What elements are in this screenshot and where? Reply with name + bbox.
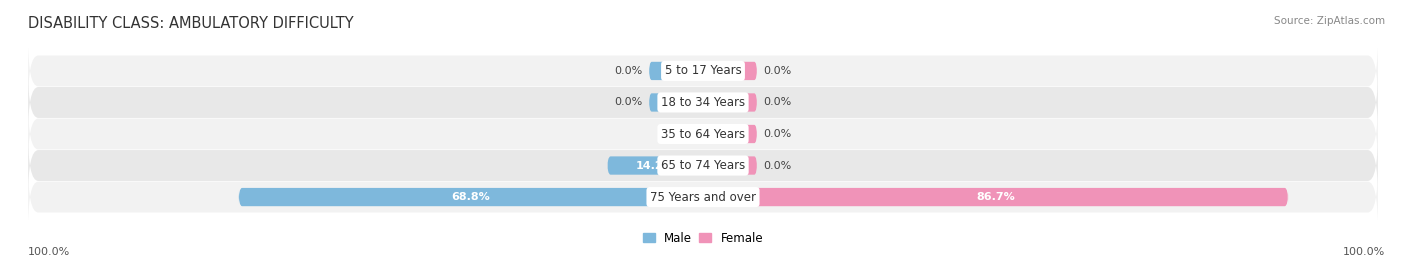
Text: DISABILITY CLASS: AMBULATORY DIFFICULTY: DISABILITY CLASS: AMBULATORY DIFFICULTY <box>28 16 354 31</box>
Text: 18 to 34 Years: 18 to 34 Years <box>661 96 745 109</box>
Text: 100.0%: 100.0% <box>28 247 70 257</box>
FancyBboxPatch shape <box>239 188 703 206</box>
Text: 0.0%: 0.0% <box>763 98 792 107</box>
FancyBboxPatch shape <box>28 102 1378 166</box>
Text: 0.0%: 0.0% <box>763 66 792 76</box>
Text: 5 to 17 Years: 5 to 17 Years <box>665 64 741 77</box>
Text: 68.8%: 68.8% <box>451 192 491 202</box>
FancyBboxPatch shape <box>28 165 1378 229</box>
FancyBboxPatch shape <box>28 39 1378 103</box>
Text: Source: ZipAtlas.com: Source: ZipAtlas.com <box>1274 16 1385 26</box>
Text: 0.0%: 0.0% <box>763 161 792 170</box>
FancyBboxPatch shape <box>28 71 1378 134</box>
FancyBboxPatch shape <box>703 125 756 143</box>
Text: 75 Years and over: 75 Years and over <box>650 191 756 204</box>
FancyBboxPatch shape <box>703 93 756 111</box>
Text: 35 to 64 Years: 35 to 64 Years <box>661 128 745 140</box>
Text: 86.7%: 86.7% <box>976 192 1015 202</box>
FancyBboxPatch shape <box>650 93 703 111</box>
Text: 100.0%: 100.0% <box>1343 247 1385 257</box>
FancyBboxPatch shape <box>703 188 1288 206</box>
Text: 0.0%: 0.0% <box>763 129 792 139</box>
Text: 0.0%: 0.0% <box>614 98 643 107</box>
FancyBboxPatch shape <box>607 157 703 175</box>
FancyBboxPatch shape <box>28 134 1378 197</box>
FancyBboxPatch shape <box>703 157 756 175</box>
Text: 14.2%: 14.2% <box>636 161 675 170</box>
Text: 0.0%: 0.0% <box>614 66 643 76</box>
Text: 1.7%: 1.7% <box>682 129 713 139</box>
FancyBboxPatch shape <box>692 125 703 143</box>
FancyBboxPatch shape <box>650 62 703 80</box>
Legend: Male, Female: Male, Female <box>643 232 763 245</box>
Text: 65 to 74 Years: 65 to 74 Years <box>661 159 745 172</box>
FancyBboxPatch shape <box>703 62 756 80</box>
